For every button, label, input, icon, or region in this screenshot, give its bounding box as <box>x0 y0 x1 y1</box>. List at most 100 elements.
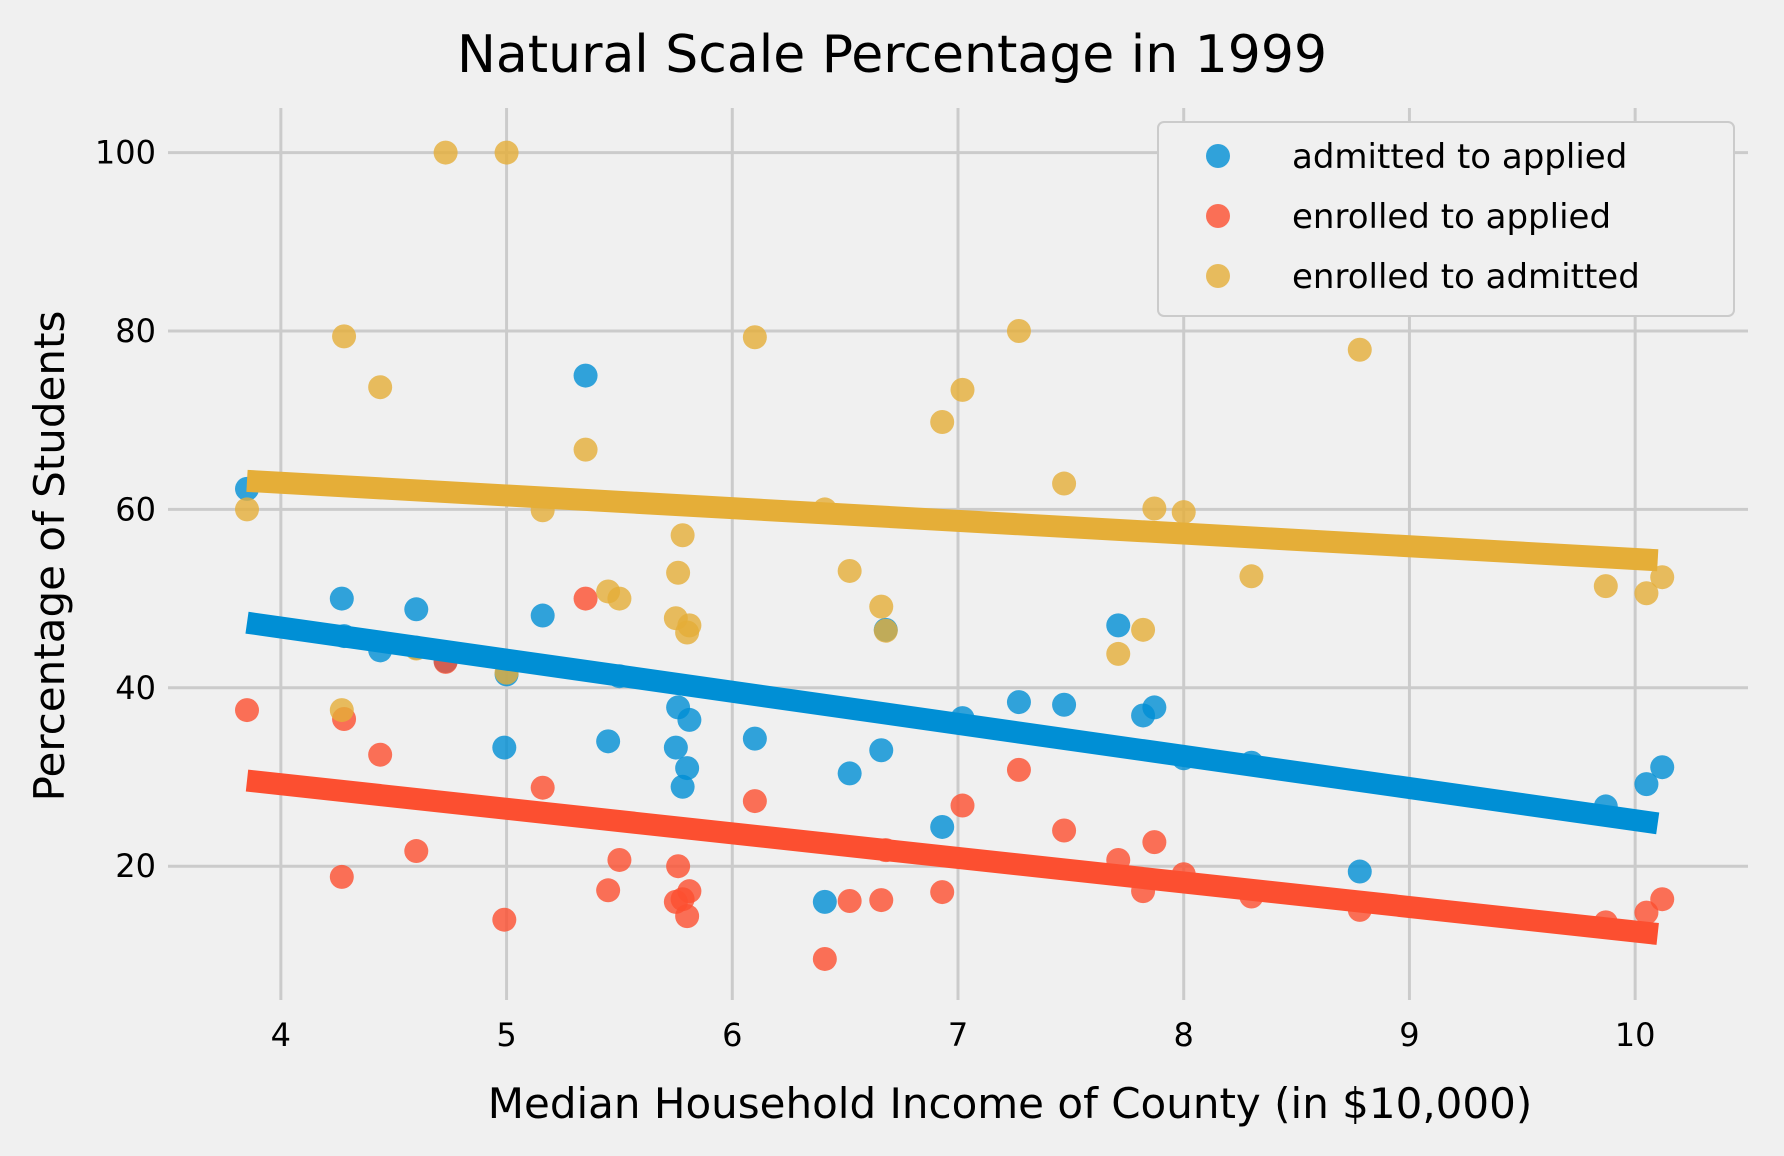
x-tick-label: 7 <box>948 1016 968 1054</box>
data-point <box>1593 574 1618 599</box>
data-point <box>1171 500 1196 525</box>
data-point <box>1142 830 1167 855</box>
x-tick-label: 4 <box>271 1016 291 1054</box>
data-point <box>1142 496 1167 521</box>
data-point <box>869 888 894 913</box>
data-point <box>869 594 894 619</box>
y-tick-label: 20 <box>115 847 156 885</box>
data-point <box>1131 617 1156 642</box>
data-point <box>1142 695 1167 720</box>
data-point <box>670 523 695 548</box>
y-axis-label: Percentage of Students <box>25 311 74 802</box>
legend-marker <box>1206 144 1230 168</box>
data-point <box>404 839 429 864</box>
data-point <box>607 847 632 872</box>
data-point <box>1239 564 1264 589</box>
data-point <box>1052 471 1077 496</box>
data-point <box>742 789 767 814</box>
data-point <box>869 738 894 763</box>
data-point <box>1052 818 1077 843</box>
data-point <box>677 707 702 732</box>
data-point <box>930 814 955 839</box>
data-point <box>530 603 555 628</box>
data-point <box>1006 319 1031 343</box>
data-point <box>666 560 691 585</box>
x-tick-label: 9 <box>1399 1016 1419 1054</box>
data-point <box>1634 900 1659 925</box>
y-tick-label: 40 <box>115 669 156 707</box>
x-tick-label: 8 <box>1174 1016 1194 1054</box>
data-point <box>873 618 898 643</box>
legend-entry: admitted to applied <box>1292 137 1627 177</box>
data-point <box>530 775 555 800</box>
data-point <box>573 586 598 611</box>
data-point <box>1634 581 1659 606</box>
data-point <box>433 140 458 165</box>
data-point <box>329 864 354 889</box>
x-axis-label: Median Household Income of County (in $1… <box>488 1079 1532 1128</box>
data-point <box>404 597 429 622</box>
legend-marker <box>1206 204 1230 228</box>
regression-line <box>245 611 1660 835</box>
x-tick-label: 5 <box>496 1016 516 1054</box>
data-point <box>1634 772 1659 797</box>
x-axis-ticks: 4 5 6 7 8 9 10 <box>271 1016 1656 1054</box>
data-point <box>950 377 975 402</box>
data-point <box>670 774 695 799</box>
data-point <box>368 742 393 767</box>
data-point <box>235 698 259 723</box>
data-point <box>492 735 517 760</box>
regression-line <box>245 769 1659 945</box>
data-point <box>930 880 955 905</box>
data-point <box>677 879 702 904</box>
legend-entry: enrolled to admitted <box>1292 257 1640 297</box>
data-point <box>1650 755 1675 780</box>
data-point <box>1650 565 1675 590</box>
data-point <box>1006 690 1031 715</box>
data-point <box>666 854 691 879</box>
data-point <box>675 756 700 781</box>
data-point <box>1106 641 1131 666</box>
y-tick-label: 60 <box>115 490 156 528</box>
data-point <box>663 735 688 760</box>
data-point <box>1347 337 1372 362</box>
x-tick-label: 10 <box>1615 1016 1656 1054</box>
legend: admitted to applied enrolled to applied en… <box>1157 121 1735 317</box>
data-point <box>742 726 767 751</box>
x-tick-label: 6 <box>722 1016 742 1054</box>
legend-marker <box>1206 264 1230 288</box>
data-point <box>1006 757 1031 782</box>
legend-frame <box>1157 121 1735 317</box>
data-point <box>607 586 632 611</box>
data-point <box>329 586 354 611</box>
data-point <box>494 140 519 165</box>
data-point <box>1347 859 1372 884</box>
legend-entry: enrolled to applied <box>1292 197 1611 237</box>
data-point <box>812 889 837 914</box>
data-point <box>930 409 955 434</box>
y-axis-ticks: 20 40 60 80 100 <box>95 134 156 886</box>
data-point <box>573 363 598 388</box>
data-point <box>950 793 975 818</box>
data-point <box>742 325 767 350</box>
regression-lines <box>245 469 1660 945</box>
data-point <box>1650 887 1675 912</box>
data-point <box>1106 613 1131 638</box>
y-tick-label: 100 <box>95 134 156 172</box>
data-point <box>677 613 702 638</box>
data-point <box>332 324 357 349</box>
chart-title: Natural Scale Percentage in 1999 <box>457 25 1327 85</box>
data-point <box>596 729 621 754</box>
data-point <box>596 878 621 903</box>
data-point <box>329 698 354 723</box>
data-point <box>492 907 517 932</box>
data-point <box>837 558 862 583</box>
data-point <box>675 904 700 929</box>
regression-line <box>246 469 1659 572</box>
data-point <box>573 437 598 462</box>
data-point <box>837 761 862 786</box>
data-point <box>1052 692 1077 717</box>
data-point <box>837 888 862 913</box>
data-point <box>812 946 837 971</box>
